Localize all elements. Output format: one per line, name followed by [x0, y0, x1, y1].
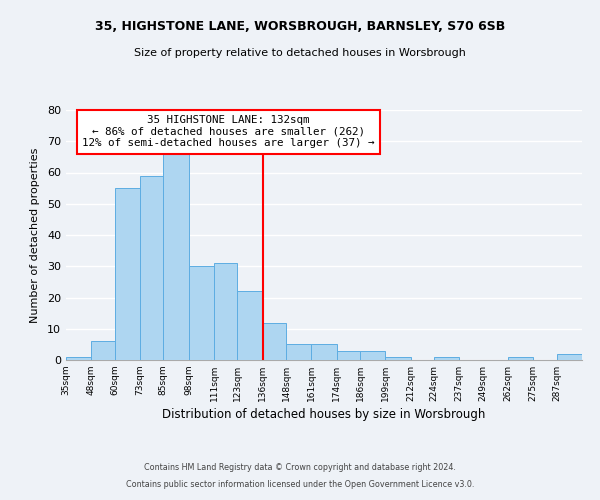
Bar: [163, 150, 188, 360]
Bar: [188, 266, 214, 360]
Bar: [434, 357, 460, 360]
Bar: [360, 350, 385, 360]
Text: Contains HM Land Registry data © Crown copyright and database right 2024.: Contains HM Land Registry data © Crown c…: [144, 464, 456, 472]
Bar: [66, 357, 91, 360]
Bar: [311, 344, 337, 360]
Text: Contains public sector information licensed under the Open Government Licence v3: Contains public sector information licen…: [126, 480, 474, 489]
Bar: [91, 341, 115, 360]
Bar: [557, 354, 582, 360]
Bar: [140, 176, 163, 360]
Bar: [115, 188, 140, 360]
Bar: [286, 344, 311, 360]
Text: Size of property relative to detached houses in Worsbrough: Size of property relative to detached ho…: [134, 48, 466, 58]
Bar: [337, 350, 360, 360]
Bar: [263, 322, 286, 360]
X-axis label: Distribution of detached houses by size in Worsbrough: Distribution of detached houses by size …: [163, 408, 485, 421]
Bar: [385, 357, 410, 360]
Bar: [214, 263, 238, 360]
Bar: [508, 357, 533, 360]
Y-axis label: Number of detached properties: Number of detached properties: [30, 148, 40, 322]
Text: 35 HIGHSTONE LANE: 132sqm
← 86% of detached houses are smaller (262)
12% of semi: 35 HIGHSTONE LANE: 132sqm ← 86% of detac…: [82, 115, 375, 148]
Bar: [238, 291, 263, 360]
Text: 35, HIGHSTONE LANE, WORSBROUGH, BARNSLEY, S70 6SB: 35, HIGHSTONE LANE, WORSBROUGH, BARNSLEY…: [95, 20, 505, 33]
